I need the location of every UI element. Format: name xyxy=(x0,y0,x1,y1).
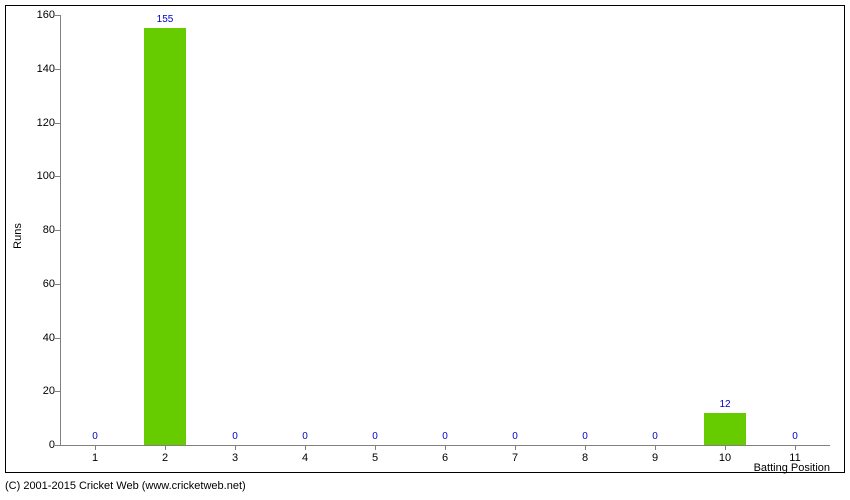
y-tick xyxy=(55,445,60,446)
bar-value-label: 0 xyxy=(232,431,238,442)
x-tick-label: 11 xyxy=(789,452,800,464)
y-axis-line xyxy=(60,15,61,445)
x-tick xyxy=(655,445,656,450)
y-tick-label: 60 xyxy=(43,278,55,290)
bar xyxy=(144,28,186,445)
y-tick xyxy=(55,15,60,16)
copyright-text: (C) 2001-2015 Cricket Web (www.cricketwe… xyxy=(5,480,246,492)
x-tick-label: 9 xyxy=(652,452,658,464)
x-tick xyxy=(725,445,726,450)
bar-value-label: 155 xyxy=(157,14,174,25)
x-tick-label: 4 xyxy=(302,452,308,464)
y-tick xyxy=(55,176,60,177)
x-tick xyxy=(235,445,236,450)
x-tick xyxy=(515,445,516,450)
y-tick-label: 140 xyxy=(37,63,55,75)
x-tick xyxy=(445,445,446,450)
y-tick-label: 80 xyxy=(43,224,55,236)
y-tick-label: 120 xyxy=(37,117,55,129)
bar-value-label: 0 xyxy=(582,431,588,442)
y-tick-label: 100 xyxy=(37,170,55,182)
chart-container: Runs Batting Position 020406080100120140… xyxy=(0,0,850,500)
y-axis-title: Runs xyxy=(12,223,24,249)
y-tick xyxy=(55,284,60,285)
x-tick xyxy=(795,445,796,450)
bar-value-label: 12 xyxy=(719,399,730,410)
bar-value-label: 0 xyxy=(372,431,378,442)
x-tick xyxy=(165,445,166,450)
x-tick xyxy=(95,445,96,450)
y-tick xyxy=(55,338,60,339)
bar-value-label: 0 xyxy=(92,431,98,442)
y-tick-label: 40 xyxy=(43,332,55,344)
bar-value-label: 0 xyxy=(792,431,798,442)
x-tick xyxy=(375,445,376,450)
y-tick-label: 0 xyxy=(49,439,55,451)
x-tick-label: 2 xyxy=(162,452,168,464)
y-tick-label: 20 xyxy=(43,385,55,397)
x-tick-label: 7 xyxy=(512,452,518,464)
bar-value-label: 0 xyxy=(442,431,448,442)
x-tick xyxy=(305,445,306,450)
x-tick-label: 10 xyxy=(719,452,731,464)
bar-value-label: 0 xyxy=(512,431,518,442)
bar xyxy=(704,413,746,445)
y-tick xyxy=(55,69,60,70)
x-tick-label: 6 xyxy=(442,452,448,464)
x-tick-label: 8 xyxy=(582,452,588,464)
x-tick-label: 3 xyxy=(232,452,238,464)
y-tick xyxy=(55,391,60,392)
bar-value-label: 0 xyxy=(302,431,308,442)
x-tick xyxy=(585,445,586,450)
x-tick-label: 1 xyxy=(92,452,98,464)
y-tick xyxy=(55,123,60,124)
bar-value-label: 0 xyxy=(652,431,658,442)
y-tick-label: 160 xyxy=(37,9,55,21)
x-tick-label: 5 xyxy=(372,452,378,464)
y-tick xyxy=(55,230,60,231)
